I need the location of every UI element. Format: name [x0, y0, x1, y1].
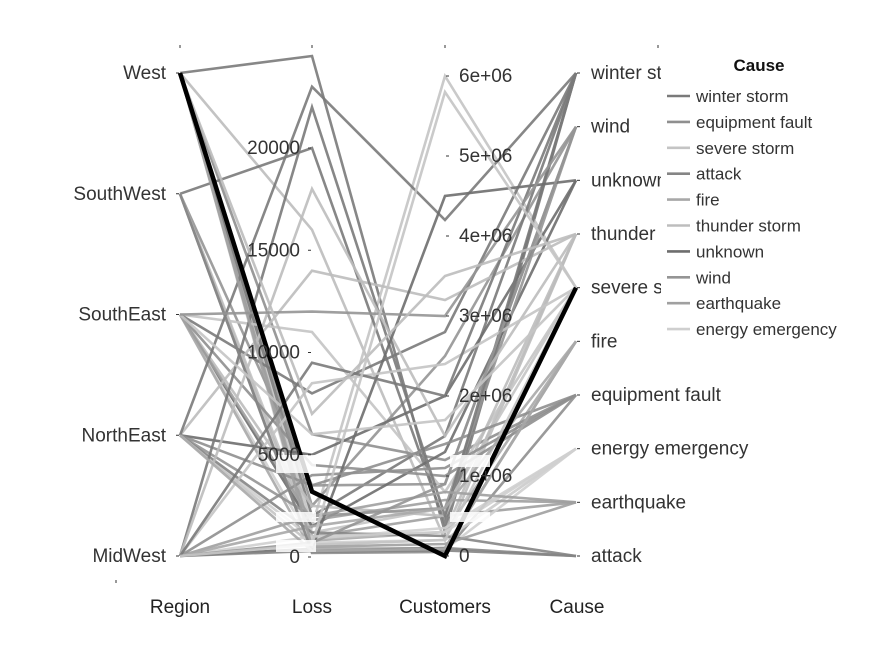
label-band — [450, 512, 490, 522]
legend-title: Cause — [733, 56, 784, 75]
legend-label-wind: wind — [695, 268, 731, 287]
record-line-thunder-storm — [179, 72, 578, 544]
cause-tick-label-thunder-storm: thunder storm — [591, 224, 708, 245]
loss-tick-label: 5000 — [258, 445, 300, 466]
legend-label-severe-storm: severe storm — [696, 139, 794, 158]
loss-tick-label: 0 — [289, 547, 300, 568]
customers-tick-label: 3e+06 — [459, 306, 512, 327]
customers-tick-label: 5e+06 — [459, 146, 512, 167]
axis-name-loss: Loss — [292, 597, 332, 618]
record-line-thunder-storm — [178, 72, 577, 417]
record-line-winter-storm — [178, 72, 577, 436]
label-band — [276, 540, 316, 552]
record-line-equipment-fault — [178, 72, 577, 462]
customers-tick-label: 1e+06 — [459, 466, 512, 487]
legend-background — [662, 45, 867, 345]
cause-tick-label-unknown: unknown — [591, 170, 667, 191]
axis-name-cause: Cause — [550, 597, 605, 618]
axis-name-customers: Customers — [399, 597, 491, 618]
axes: MidWest NorthEast SouthEast SouthWest West 0 5… — [73, 45, 749, 583]
loss-tick-label: 10000 — [247, 343, 300, 364]
record-line-severe-storm — [179, 88, 578, 558]
record-line-earthquake — [178, 72, 577, 549]
record-line-earthquake — [178, 313, 577, 522]
record-line-winter-storm — [178, 72, 578, 557]
legend-label-energy-emergency: energy emergency — [696, 320, 837, 339]
record-line-energy-emergency — [179, 447, 577, 558]
record-line-severe-storm — [179, 287, 578, 547]
record-line-severe-storm — [178, 286, 577, 557]
customers-tick-label: 6e+06 — [459, 66, 512, 87]
record-line-equipment-fault — [179, 313, 577, 478]
cause-tick-label-winter-storm: winter storm — [590, 63, 694, 84]
cause-tick-label-attack: attack — [591, 546, 642, 567]
record-lines — [178, 54, 578, 558]
legend-label-equipment-fault: equipment fault — [696, 113, 813, 132]
loss-tick-label: 15000 — [247, 240, 300, 261]
region-tick-label: NorthEast — [82, 425, 167, 446]
region-tick-label: SouthWest — [73, 184, 166, 205]
axis-names: Region Loss Customers Cause — [150, 597, 605, 618]
cause-tick-label-earthquake: earthquake — [591, 492, 686, 513]
cause-tick-label-wind: wind — [590, 117, 630, 138]
record-line-winter-storm — [179, 54, 578, 537]
legend: Cause winter storm equipment fault severe s… — [662, 45, 867, 345]
highlighted-record — [177, 72, 579, 560]
record-line-unknown — [179, 179, 578, 457]
legend-label-unknown: unknown — [696, 242, 764, 261]
label-band — [450, 455, 490, 467]
region-tick-label: MidWest — [92, 546, 166, 567]
record-line-earthquake — [179, 490, 577, 558]
record-line-severe-storm — [178, 72, 578, 531]
record-line-severe-storm — [179, 286, 578, 495]
region-tick-label: West — [123, 63, 167, 84]
cause-tick-label-energy-emergency: energy emergency — [591, 439, 749, 460]
record-line-severe-storm — [179, 286, 577, 436]
axis-label-bands — [276, 455, 490, 552]
record-line-thunder-storm — [178, 232, 577, 437]
label-band — [276, 455, 316, 473]
legend-label-earthquake: earthquake — [696, 294, 781, 313]
axis-name-region: Region — [150, 597, 210, 618]
record-line-equipment-fault — [179, 393, 577, 558]
cause-tick-label-severe-storm: severe storm — [591, 278, 701, 299]
legend-label-fire: fire — [696, 191, 720, 210]
region-tick-label: SouthEast — [78, 305, 166, 326]
customers-tick-label: 2e+06 — [459, 386, 512, 407]
label-band — [276, 512, 316, 522]
loss-tick-label: 20000 — [247, 138, 300, 159]
legend-label-winter-storm: winter storm — [695, 87, 789, 106]
cause-tick-label-fire: fire — [591, 331, 617, 352]
cause-tick-label-equipment-fault: equipment fault — [591, 385, 722, 406]
highlight-line — [177, 72, 579, 560]
legend-label-thunder-storm: thunder storm — [696, 217, 801, 236]
customers-tick-label: 0 — [459, 546, 470, 567]
legend-label-attack: attack — [696, 165, 742, 184]
record-line-fire — [179, 340, 578, 553]
customers-tick-label: 4e+06 — [459, 226, 512, 247]
